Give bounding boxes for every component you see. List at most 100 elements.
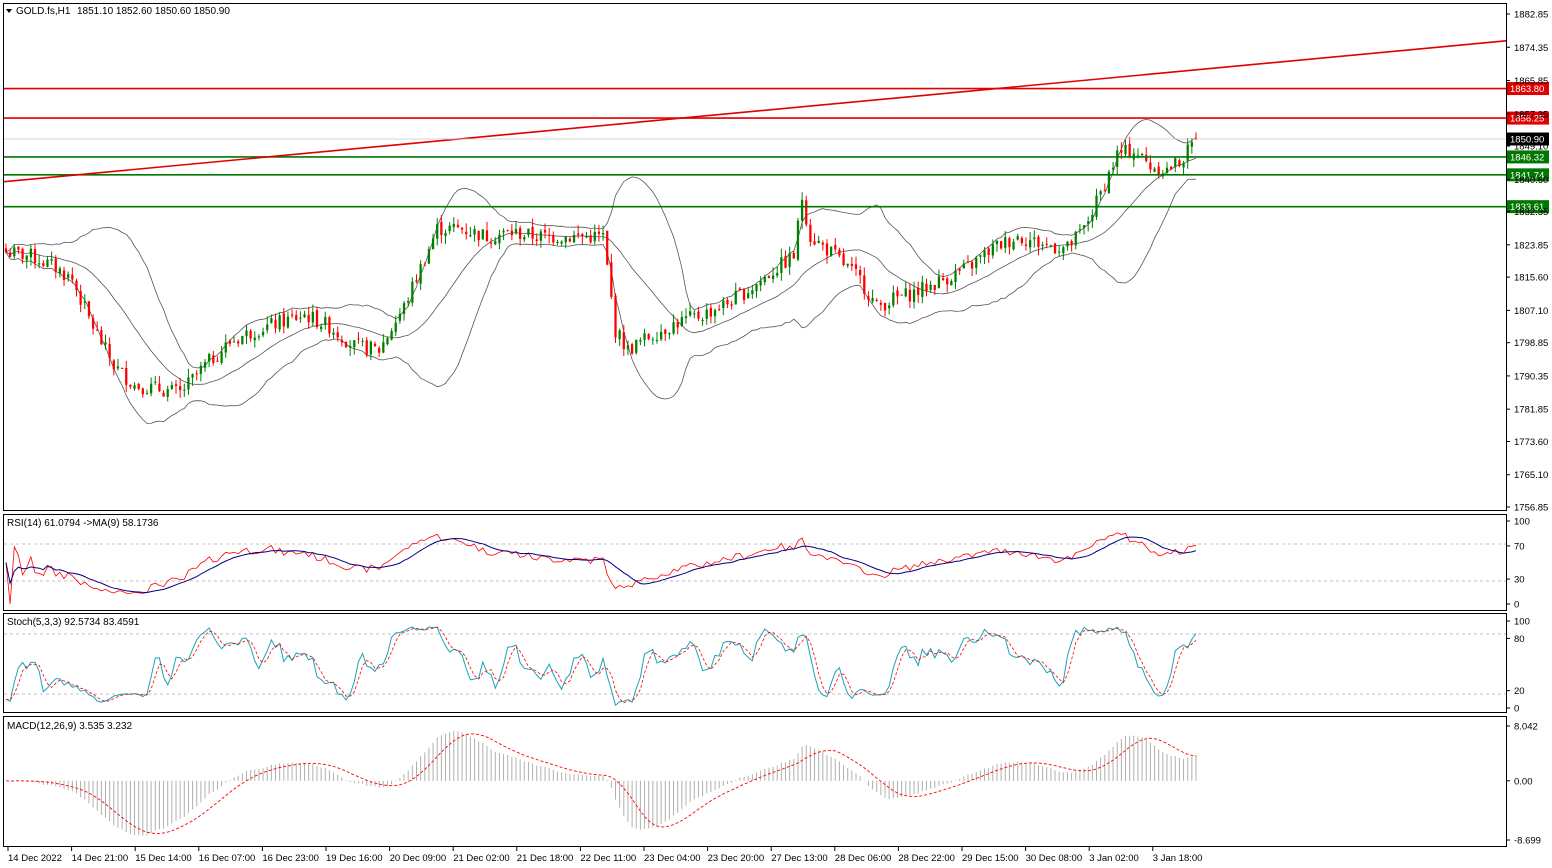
candle — [838, 247, 841, 258]
candle — [390, 328, 393, 341]
current-price-tag — [1507, 132, 1549, 146]
stoch-pane[interactable] — [3, 613, 1507, 713]
candle — [970, 259, 974, 277]
candle — [33, 244, 37, 269]
candle — [937, 269, 941, 289]
candle — [805, 195, 808, 227]
candle — [79, 284, 82, 313]
candle — [854, 256, 858, 276]
candle — [241, 335, 244, 345]
candle — [672, 314, 675, 335]
candle — [659, 324, 663, 342]
bollinger-lower — [5, 178, 1197, 424]
candle — [1153, 167, 1156, 173]
candle — [4, 243, 8, 254]
candle — [618, 328, 621, 347]
candle — [792, 250, 795, 260]
candle — [850, 256, 853, 271]
candle — [933, 284, 936, 295]
candle — [440, 215, 443, 244]
candle — [1087, 216, 1090, 232]
candle — [54, 255, 57, 279]
candle — [145, 389, 149, 395]
candle — [635, 339, 638, 355]
candle — [875, 298, 878, 302]
candle — [908, 283, 912, 308]
candle — [1157, 162, 1160, 179]
candle — [548, 227, 551, 244]
candle — [519, 225, 522, 246]
candle — [58, 266, 62, 278]
candle — [274, 313, 277, 334]
candle — [266, 316, 269, 334]
time-tick: 14 Dec 2022 — [8, 853, 62, 864]
candle — [469, 226, 472, 238]
candle — [17, 246, 20, 254]
time-tick: 19 Dec 16:00 — [326, 853, 383, 864]
candle — [1012, 238, 1015, 251]
candle — [179, 377, 182, 398]
candle — [763, 274, 766, 286]
candle — [684, 308, 688, 324]
candle — [170, 381, 173, 390]
candle — [216, 356, 219, 362]
time-tick: 21 Dec 18:00 — [517, 853, 574, 864]
candle — [1078, 223, 1082, 234]
candle — [116, 358, 120, 371]
candle — [912, 281, 916, 309]
ohlc-readout: 1851.10 1852.60 1850.60 1850.90 — [77, 6, 230, 17]
rsi-tick: 30 — [1514, 575, 1525, 586]
candle — [1049, 244, 1053, 248]
main-price-pane[interactable] — [3, 3, 1507, 511]
candle — [883, 302, 887, 317]
time-tick: 20 Dec 09:00 — [390, 853, 447, 864]
stoch-tick: 20 — [1514, 686, 1525, 697]
time-tick: 28 Dec 06:00 — [835, 853, 892, 864]
candle — [444, 229, 447, 244]
candle — [597, 225, 601, 242]
candle — [917, 281, 920, 303]
price-tick: 1807.10 — [1514, 306, 1548, 317]
indicator-level-lines — [4, 543, 1506, 695]
candle — [286, 311, 290, 329]
trendline[interactable] — [3, 40, 1507, 183]
candle — [1070, 239, 1073, 252]
time-tick: 27 Dec 13:00 — [771, 853, 828, 864]
candle — [593, 224, 596, 245]
candle — [212, 350, 215, 366]
candle — [365, 337, 368, 358]
symbol-dropdown-icon[interactable] — [6, 9, 12, 13]
chart-title: GOLD.fs,H1 — [16, 6, 71, 17]
rsi-line — [5, 532, 1197, 605]
price-tick: 1823.85 — [1514, 240, 1548, 251]
candle — [643, 328, 646, 347]
support-resistance-levels[interactable]: 1863.80 1856.25 1846.32 1841.74 1833.61 1850.… — [3, 40, 1549, 214]
candle — [879, 299, 883, 311]
candle — [361, 338, 364, 347]
candle — [203, 358, 207, 372]
candle — [477, 230, 480, 247]
indicator-axes: 100 70 30 0 100 80 20 0 8.042 0.00 -8.699 — [1506, 517, 1541, 847]
candle — [1186, 138, 1189, 169]
candle — [904, 281, 907, 298]
candle — [290, 309, 294, 319]
stoch-tick: 0 — [1514, 704, 1519, 715]
macd-series — [5, 731, 1197, 836]
candle — [386, 336, 389, 346]
candle — [630, 342, 634, 355]
candle — [834, 237, 837, 253]
candle — [96, 321, 99, 331]
candle — [1004, 231, 1007, 253]
candle — [307, 306, 310, 329]
candle — [871, 289, 874, 304]
candle — [460, 226, 464, 234]
price-tick: 1849.10 — [1514, 142, 1548, 153]
candle — [9, 248, 12, 258]
price-tick: 1882.85 — [1514, 10, 1548, 21]
candle — [270, 314, 273, 324]
macd-pane[interactable] — [3, 716, 1507, 847]
rsi-pane[interactable] — [3, 514, 1507, 611]
candle — [1037, 234, 1040, 256]
candle — [249, 328, 252, 342]
